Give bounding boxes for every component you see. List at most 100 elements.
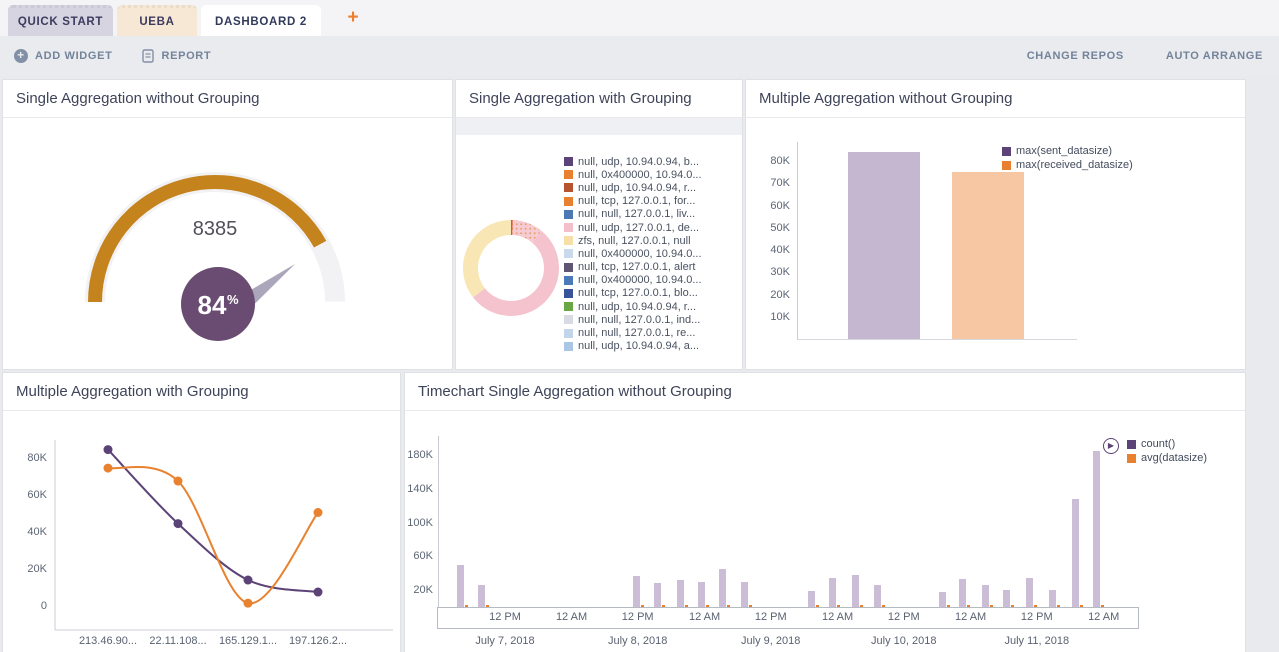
timechart-bar[interactable] <box>938 591 946 607</box>
timechart-bar[interactable] <box>1026 578 1034 607</box>
time-tick-label: 12 PM <box>1020 611 1053 623</box>
timechart-bar[interactable] <box>828 578 836 607</box>
y-axis-tick-label: 10K <box>770 310 790 323</box>
timechart-bar[interactable] <box>456 564 464 607</box>
legend-label: count() <box>1141 438 1176 450</box>
timechart-avg-bar[interactable] <box>749 605 753 607</box>
donut-chart: null, udp, 10.94.0.94, b... null, 0x40000… <box>456 135 742 369</box>
donut-legend-item[interactable]: null, null, 127.0.0.1, liv... <box>564 208 702 221</box>
timechart-avg-bar[interactable] <box>464 605 468 607</box>
timechart-bar[interactable] <box>851 574 859 607</box>
timechart-avg-bar[interactable] <box>989 605 993 607</box>
timechart-avg-bar[interactable] <box>640 605 644 607</box>
timechart-avg-bar[interactable] <box>859 605 863 607</box>
bar-max(sent_datasize)[interactable] <box>848 152 920 339</box>
timechart-bar[interactable] <box>1071 498 1079 607</box>
donut-legend-item[interactable]: null, udp, 127.0.0.1, de... <box>564 221 702 234</box>
tab-quick-start[interactable]: QUICK START <box>8 5 113 36</box>
timechart-bar[interactable] <box>698 581 706 607</box>
timechart-avg-bar[interactable] <box>684 605 688 607</box>
tab-ueba[interactable]: UEBA <box>117 5 197 36</box>
timechart-bar[interactable] <box>741 581 749 607</box>
donut-legend-item[interactable]: null, 0x400000, 10.94.0... <box>564 168 702 181</box>
timechart-bar[interactable] <box>676 579 684 607</box>
timechart-bar[interactable] <box>1048 590 1056 607</box>
bar-legend-item[interactable]: max(sent_datasize) <box>1002 144 1133 158</box>
donut-legend-item[interactable]: null, tcp, 127.0.0.1, alert <box>564 261 702 274</box>
donut-segment-1[interactable] <box>511 220 542 243</box>
donut-legend-item[interactable]: null, udp, 10.94.0.94, r... <box>564 181 702 194</box>
play-button-icon[interactable]: ▶ <box>1103 438 1119 454</box>
donut-legend-item[interactable]: null, udp, 10.94.0.94, r... <box>564 300 702 313</box>
widget-header[interactable]: Single Aggregation with Grouping <box>456 80 742 118</box>
widget-header[interactable]: Single Aggregation without Grouping <box>3 80 452 118</box>
timechart-avg-bar[interactable] <box>706 605 710 607</box>
tab-dashboard-2[interactable]: DASHBOARD 2 <box>201 5 321 36</box>
timechart-avg-bar[interactable] <box>836 605 840 607</box>
data-point[interactable] <box>103 445 113 455</box>
donut-legend-item[interactable]: null, tcp, 127.0.0.1, blo... <box>564 287 702 300</box>
timechart-bar[interactable] <box>959 579 967 607</box>
data-point[interactable] <box>313 587 323 597</box>
donut-legend-item[interactable]: null, 0x400000, 10.94.0... <box>564 274 702 287</box>
timechart-bar[interactable] <box>719 568 727 607</box>
timechart-avg-bar[interactable] <box>662 605 666 607</box>
donut-legend-item[interactable]: null, null, 127.0.0.1, ind... <box>564 313 702 326</box>
widget-header[interactable]: Multiple Aggregation without Grouping <box>746 80 1245 118</box>
timechart-avg-bar[interactable] <box>946 605 950 607</box>
timechart-avg-bar[interactable] <box>881 605 885 607</box>
data-point[interactable] <box>173 519 183 529</box>
gauge-value-text: 8385 <box>193 218 238 240</box>
donut-legend-item[interactable]: null, tcp, 127.0.0.1, for... <box>564 195 702 208</box>
add-widget-button[interactable]: + ADD WIDGET <box>14 49 112 63</box>
timechart-bar[interactable] <box>1093 450 1101 607</box>
data-point[interactable] <box>243 575 253 585</box>
legend-swatch <box>564 341 573 351</box>
timechart-avg-bar[interactable] <box>815 605 819 607</box>
timechart-avg-bar[interactable] <box>1034 605 1038 607</box>
data-point[interactable] <box>103 463 113 473</box>
donut-legend-item[interactable]: zfs, null, 127.0.0.1, null <box>564 234 702 247</box>
donut-legend-item[interactable]: null, 0x400000, 10.94.0... <box>564 247 702 260</box>
legend-label: null, 0x400000, 10.94.0... <box>578 274 702 287</box>
timechart-bar[interactable] <box>807 590 815 607</box>
timechart-bar[interactable] <box>981 585 989 607</box>
timechart-bar[interactable] <box>632 575 640 607</box>
timechart-avg-bar[interactable] <box>1011 605 1015 607</box>
legend-label: null, udp, 10.94.0.94, b... <box>578 155 700 168</box>
timechart-bar[interactable] <box>1003 590 1011 607</box>
report-button[interactable]: REPORT <box>142 49 211 63</box>
timechart-avg-bar[interactable] <box>727 605 731 607</box>
donut-segment-2[interactable] <box>473 231 559 316</box>
data-point[interactable] <box>313 508 323 517</box>
donut-legend-item[interactable]: null, udp, 10.94.0.94, b... <box>564 155 702 168</box>
bar-max(received_datasize)[interactable] <box>952 172 1024 339</box>
widget-header[interactable]: Timechart Single Aggregation without Gro… <box>405 373 1245 411</box>
timechart-avg-bar[interactable] <box>1101 605 1105 607</box>
change-repos-button[interactable]: CHANGE REPOS <box>1026 50 1124 62</box>
widget-header[interactable]: Multiple Aggregation with Grouping <box>3 373 400 411</box>
timechart-legend-item[interactable]: avg(datasize) <box>1127 451 1207 465</box>
legend-swatch <box>564 328 573 338</box>
timechart-bar[interactable] <box>478 585 486 607</box>
legend-swatch <box>564 183 573 193</box>
timechart-avg-bar[interactable] <box>1079 605 1083 607</box>
timechart-bar[interactable] <box>873 585 881 607</box>
donut-segment-3[interactable] <box>463 220 512 298</box>
donut-legend-item[interactable]: null, udp, 10.94.0.94, a... <box>564 340 702 353</box>
date-label: July 9, 2018 <box>741 635 801 647</box>
timechart-avg-bar[interactable] <box>1056 605 1060 607</box>
timechart-legend-item[interactable]: count() <box>1127 437 1207 451</box>
auto-arrange-button[interactable]: AUTO ARRANGE <box>1165 50 1263 62</box>
data-point[interactable] <box>243 598 253 608</box>
donut-legend-item[interactable]: null, null, 127.0.0.1, re... <box>564 326 702 339</box>
legend-label: avg(datasize) <box>1141 452 1208 464</box>
timechart-avg-bar[interactable] <box>486 605 490 607</box>
new-tab-plus-icon[interactable]: + <box>347 7 359 28</box>
bar-legend-item[interactable]: max(received_datasize) <box>1002 158 1133 172</box>
time-tick-label: 12 PM <box>754 611 787 623</box>
time-axis-strip[interactable] <box>437 607 1139 629</box>
data-point[interactable] <box>173 476 183 486</box>
timechart-avg-bar[interactable] <box>967 605 971 607</box>
timechart-bar[interactable] <box>654 583 662 607</box>
